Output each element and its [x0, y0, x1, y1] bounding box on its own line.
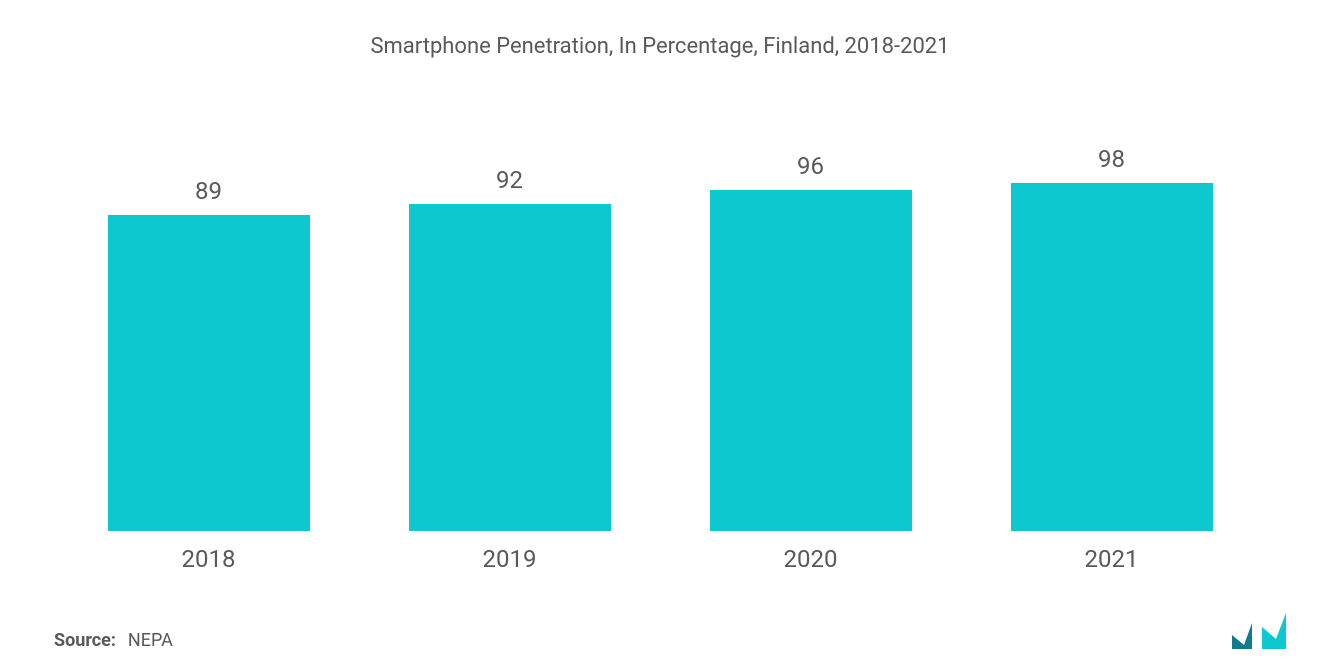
bar-value-label: 98: [1098, 145, 1125, 173]
bar-group: 98: [961, 145, 1262, 531]
bar-value-label: 92: [496, 166, 523, 194]
bar: [409, 204, 611, 531]
bar-group: 92: [359, 166, 660, 531]
x-axis-label: 2021: [961, 545, 1262, 573]
x-axis-label: 2018: [58, 545, 359, 573]
source-label: Source:: [54, 630, 116, 651]
chart-title: Smartphone Penetration, In Percentage, F…: [54, 34, 1266, 59]
mordor-intelligence-logo-icon: [1230, 609, 1302, 651]
x-axis-label: 2019: [359, 545, 660, 573]
bar-value-label: 89: [195, 177, 222, 205]
plot-area: 89 92 96 98: [58, 111, 1262, 531]
bar: [710, 190, 912, 531]
bar: [108, 215, 310, 531]
bar-group: 89: [58, 177, 359, 531]
chart-footer: Source: NEPA: [54, 609, 1302, 651]
bar-group: 96: [660, 152, 961, 531]
source-attribution: Source: NEPA: [54, 630, 173, 651]
bar-value-label: 96: [797, 152, 824, 180]
x-axis-label: 2020: [660, 545, 961, 573]
bar: [1011, 183, 1213, 531]
x-axis-labels: 2018 2019 2020 2021: [58, 545, 1262, 573]
bar-chart-container: Smartphone Penetration, In Percentage, F…: [0, 0, 1320, 665]
source-text: NEPA: [128, 630, 173, 651]
